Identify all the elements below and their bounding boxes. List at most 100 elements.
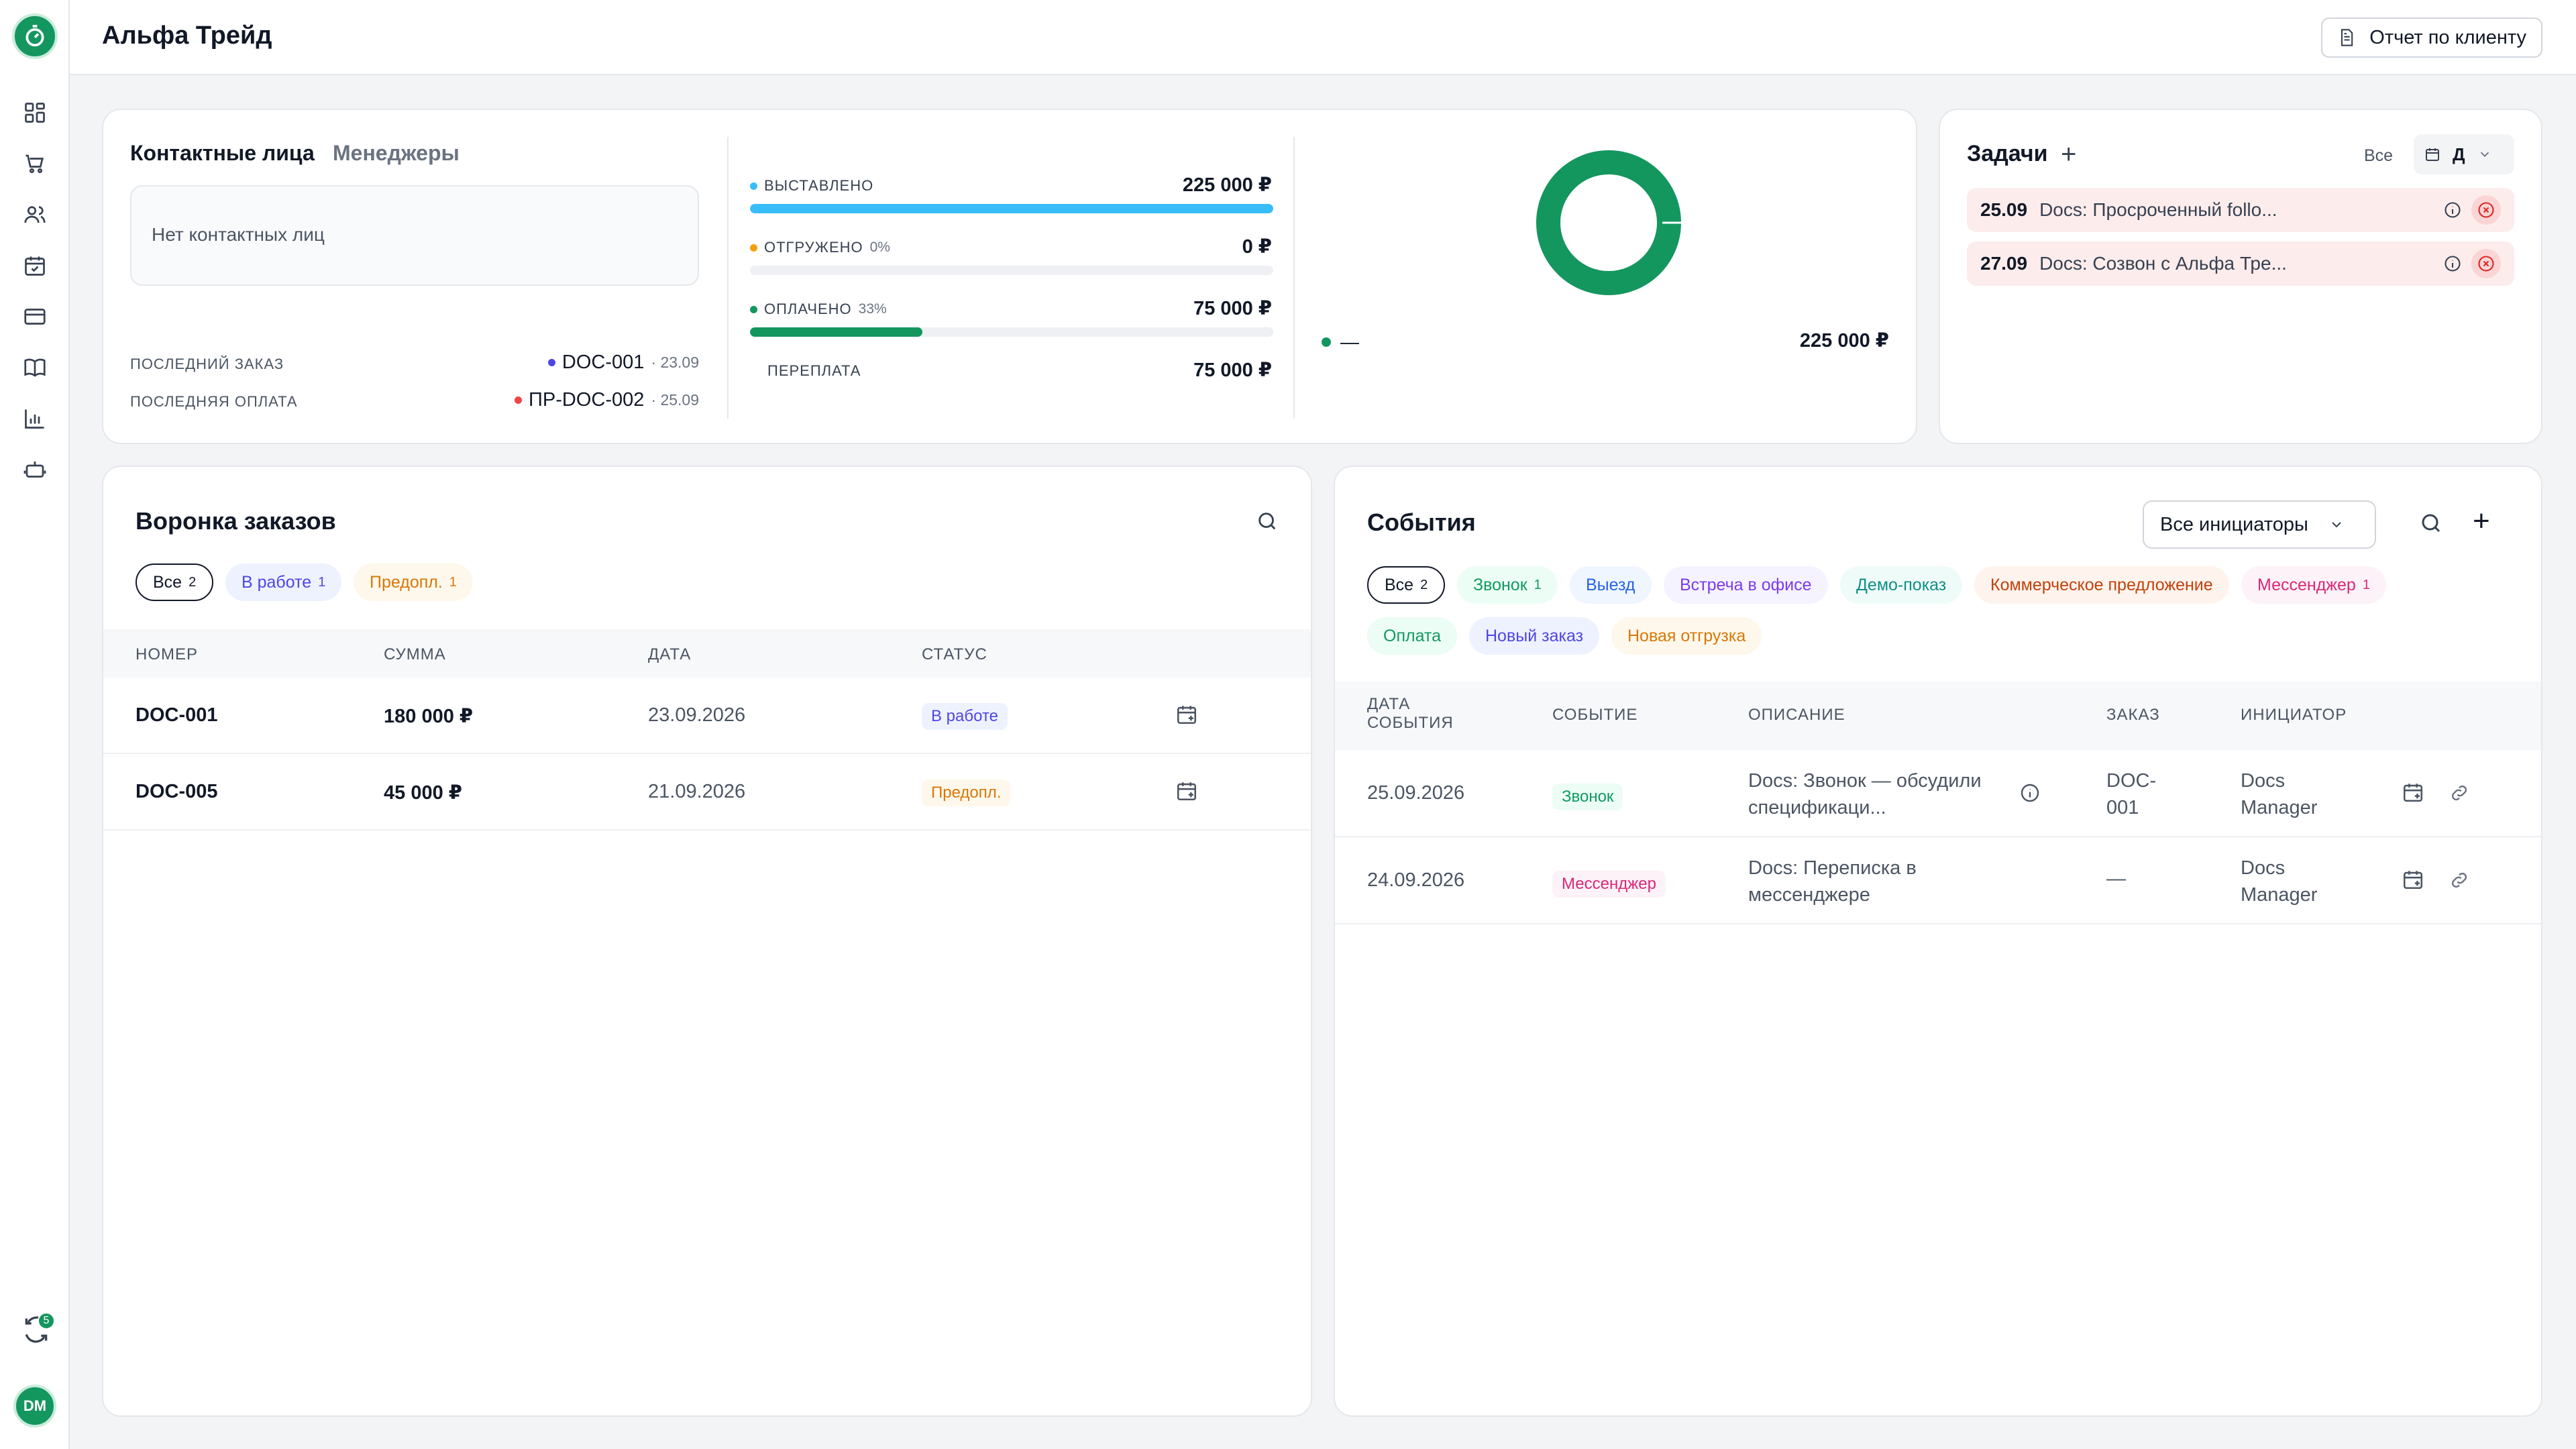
info-icon[interactable] [2442, 199, 2463, 221]
tasks-title: Задачи [1967, 141, 2048, 166]
shipped-pct: 0% [869, 239, 890, 255]
filter-chip-label: Новый заказ [1485, 626, 1584, 645]
filter-chip[interactable]: Демо-показ [1840, 566, 1963, 604]
event-type-badge: Мессенджер [1552, 871, 1666, 898]
dashboard-icon[interactable] [21, 99, 48, 126]
last-payment-date: · 25.09 [651, 391, 699, 409]
event-date: 25.09.2026 [1367, 782, 1465, 804]
filter-chip-label: Коммерческое предложение [1990, 575, 2213, 594]
table-row[interactable]: 25.09.2026 Звонок Docs: Звонок — обсудил… [1335, 750, 2541, 837]
order-sum: 180 000 ₽ [384, 706, 474, 727]
info-icon[interactable] [2442, 253, 2463, 274]
table-row[interactable]: 24.09.2026 Мессенджер Docs: Переписка в … [1335, 837, 2541, 924]
filter-chip[interactable]: Новый заказ [1469, 617, 1600, 655]
book-icon[interactable] [21, 354, 48, 381]
paid-bar [750, 327, 1273, 337]
users-icon[interactable] [21, 201, 48, 228]
events-search-icon[interactable] [2419, 511, 2443, 539]
document-icon [2341, 29, 2353, 46]
cancel-task-icon[interactable] [2471, 249, 2501, 278]
filter-chip-count: 1 [1534, 577, 1542, 592]
calendar-add-icon[interactable] [2402, 868, 2424, 894]
task-item[interactable]: 25.09 Docs: Просроченный follo... [1967, 188, 2514, 232]
col-event-date-line2: СОБЫТИЯ [1367, 714, 1454, 732]
filter-chip-count: 1 [449, 574, 457, 590]
tasks-period-select[interactable]: Д [2414, 134, 2514, 174]
payment-dot [515, 396, 523, 404]
filter-chip[interactable]: Новая отгрузка [1611, 617, 1762, 655]
cancel-task-icon[interactable] [2471, 195, 2501, 225]
chart-icon[interactable] [21, 405, 48, 432]
event-order[interactable]: DOC- 001 [2106, 767, 2156, 821]
col-status: СТАТУС [922, 645, 987, 663]
filter-chip[interactable]: В работе 1 [225, 564, 342, 601]
event-description-line2: спецификаци... [1748, 797, 1886, 818]
col-initiator: ИНИЦИАТОР [2241, 706, 2347, 724]
filter-chip-label: Все [153, 572, 182, 592]
info-icon[interactable] [2019, 782, 2041, 807]
event-type-badge: Звонок [1552, 784, 1623, 810]
last-order[interactable]: DOC-001 · 23.09 [547, 352, 699, 374]
tasks-filter-all[interactable]: Все [2364, 146, 2394, 165]
invoiced-label-text: ВЫСТАВЛЕНО [764, 177, 874, 194]
event-initiator-line1: Docs [2241, 857, 2286, 879]
legend-dot [1322, 337, 1331, 347]
event-description-line1: Docs: Переписка в [1748, 857, 1917, 879]
filter-chip[interactable]: Встреча в офисе [1664, 566, 1828, 604]
logo-icon[interactable] [12, 13, 58, 59]
task-date: 25.09 [1980, 199, 2028, 220]
initiator-select[interactable]: Все инициаторы [2143, 500, 2376, 549]
table-row[interactable]: DOC-005 45 000 ₽ 21.09.2026 Предопл. [103, 754, 1311, 830]
divider [1293, 137, 1295, 419]
events-title: События [1367, 508, 1476, 536]
add-event-icon[interactable]: + [2473, 504, 2490, 537]
cart-icon[interactable] [21, 150, 48, 177]
link-icon[interactable] [2449, 782, 2470, 807]
last-payment[interactable]: ПР-DOC-002 · 25.09 [515, 389, 699, 411]
overpay-label: ПЕРЕПЛАТА [767, 362, 861, 380]
filter-chip-count: 2 [1420, 577, 1428, 592]
task-item[interactable]: 27.09 Docs: Созвон с Альфа Тре... [1967, 241, 2514, 286]
donut-ring [1536, 150, 1681, 295]
sync-badge: 5 [38, 1312, 55, 1330]
event-order-line2: 001 [2106, 797, 2139, 818]
order-number[interactable]: DOC-005 [136, 781, 218, 802]
status-badge: Предопл. [922, 780, 1011, 806]
tab-contacts[interactable]: Контактные лица [130, 141, 315, 165]
event-description: Docs: Звонок — обсудили спецификаци... [1748, 767, 1982, 821]
filter-chip[interactable]: Коммерческое предложение [1974, 566, 2229, 604]
filter-chip-label: Встреча в офисе [1680, 575, 1812, 594]
client-report-button[interactable]: Отчет по клиенту [2321, 17, 2542, 58]
filter-chip[interactable]: Оплата [1367, 617, 1457, 655]
card-icon[interactable] [21, 303, 48, 330]
overpay-label-text: ПЕРЕПЛАТА [767, 362, 861, 379]
avatar[interactable]: DM [13, 1385, 56, 1428]
tab-managers[interactable]: Менеджеры [333, 141, 460, 165]
calendar-add-icon[interactable] [1175, 703, 1198, 729]
add-task-icon[interactable]: + [2061, 140, 2077, 169]
funnel-search-icon[interactable] [1256, 510, 1279, 536]
bot-icon[interactable] [21, 456, 48, 483]
shipped-label: ОТГРУЖЕНО 0% [750, 239, 890, 256]
calendar-add-icon[interactable] [1175, 780, 1198, 806]
filter-chip[interactable]: Все 2 [136, 564, 214, 601]
filter-chip[interactable]: Звонок 1 [1457, 566, 1558, 604]
filter-chip[interactable]: Предопл. 1 [354, 564, 473, 601]
event-date: 24.09.2026 [1367, 869, 1465, 891]
calendar-add-icon[interactable] [2402, 781, 2424, 807]
tasks-period: Д [2453, 144, 2465, 164]
donut-total: 225 000 ₽ [1799, 330, 1889, 352]
link-icon[interactable] [2449, 869, 2470, 894]
order-number[interactable]: DOC-001 [136, 704, 218, 726]
filter-chip[interactable]: Мессенджер 1 [2241, 566, 2386, 604]
calendar-icon [2426, 148, 2439, 161]
calendar-check-icon[interactable] [21, 252, 48, 279]
filter-chip[interactable]: Выезд [1570, 566, 1652, 604]
filter-chip[interactable]: Все 2 [1367, 566, 1446, 604]
table-row[interactable]: DOC-001 180 000 ₽ 23.09.2026 В работе [103, 678, 1311, 754]
donut-chart [1536, 150, 1685, 295]
page-title: Альфа Трейд [102, 21, 272, 50]
order-date: 21.09.2026 [648, 781, 746, 802]
col-order: ЗАКАЗ [2106, 706, 2160, 724]
col-date: ДАТА [648, 645, 692, 663]
